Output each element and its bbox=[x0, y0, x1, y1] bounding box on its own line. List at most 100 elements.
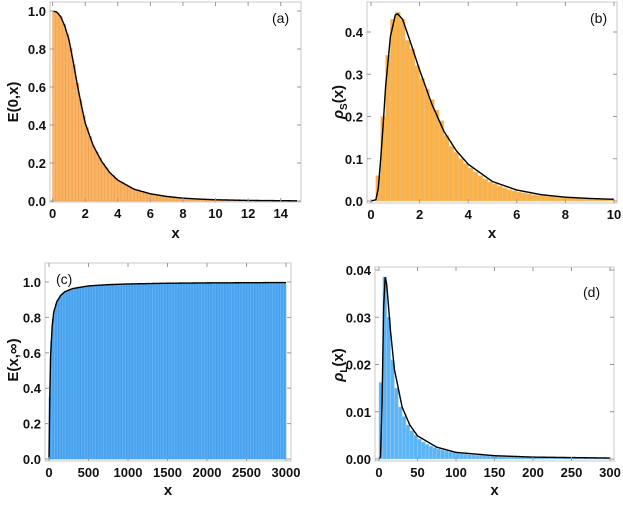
y-tick-label: 0.4 bbox=[345, 25, 364, 40]
histogram-bar bbox=[478, 176, 483, 201]
x-axis-label: x bbox=[171, 225, 180, 242]
histogram-bar bbox=[502, 457, 506, 459]
x-tick-label: 0 bbox=[375, 465, 382, 480]
histogram-bar bbox=[62, 24, 65, 201]
histogram-bar bbox=[452, 452, 456, 459]
y-axis-label: E(x,∞) bbox=[5, 338, 22, 381]
histogram-bar bbox=[433, 448, 437, 459]
histogram-bar bbox=[154, 195, 157, 201]
y-axis-label: E(0,x) bbox=[5, 82, 22, 123]
x-tick-label: 2500 bbox=[232, 465, 261, 480]
histogram-bar bbox=[137, 191, 140, 201]
histogram-bar bbox=[437, 449, 441, 459]
y-tick-label: 0.01 bbox=[346, 405, 371, 420]
y-tick-label: 1.0 bbox=[28, 4, 46, 19]
y-tick-label: 0.8 bbox=[23, 310, 41, 325]
histogram-bar bbox=[570, 198, 575, 201]
histogram-bar bbox=[141, 192, 144, 202]
histogram-bar bbox=[425, 444, 429, 459]
histogram-bar bbox=[479, 455, 483, 459]
histogram-bar bbox=[441, 450, 445, 459]
x-tick-label: 0 bbox=[367, 207, 374, 222]
histogram-bar bbox=[98, 158, 101, 201]
histogram-bar bbox=[111, 176, 114, 201]
y-tick-label: 0.2 bbox=[345, 110, 363, 125]
y-tick-label: 0.00 bbox=[346, 452, 371, 467]
histogram-bar bbox=[517, 192, 522, 201]
histogram-bar bbox=[546, 196, 551, 201]
histogram-bar bbox=[429, 446, 433, 459]
y-tick-label: 0.4 bbox=[23, 381, 42, 396]
histogram-bar bbox=[514, 457, 518, 459]
histogram-bar bbox=[79, 100, 82, 201]
histogram-bar bbox=[400, 19, 405, 201]
histogram-bar bbox=[491, 456, 495, 459]
x-tick-label: 6 bbox=[147, 206, 154, 221]
x-tick-label: 0 bbox=[45, 465, 52, 480]
histogram-bar bbox=[483, 456, 487, 459]
histogram-bar bbox=[456, 453, 460, 459]
x-tick-label: 1000 bbox=[114, 465, 143, 480]
histogram-bar bbox=[464, 454, 468, 459]
histogram-bar bbox=[444, 136, 449, 201]
histogram-bar bbox=[406, 425, 410, 459]
panel-label: (c) bbox=[56, 271, 72, 287]
x-tick-label: 1500 bbox=[153, 465, 182, 480]
histogram-bar bbox=[108, 173, 111, 202]
histogram-bar bbox=[414, 435, 418, 459]
histogram-bar bbox=[85, 128, 88, 201]
y-tick-label: 1.0 bbox=[23, 275, 41, 290]
histogram-bar bbox=[444, 451, 448, 459]
histogram-bar bbox=[468, 168, 473, 201]
histogram-bar bbox=[487, 456, 491, 459]
histogram-bar bbox=[541, 196, 546, 201]
histogram-bar bbox=[391, 360, 395, 459]
histogram-bar bbox=[424, 89, 429, 201]
histogram-bar bbox=[387, 317, 391, 459]
x-tick-label: 10 bbox=[208, 206, 222, 221]
histogram-bar bbox=[483, 179, 488, 201]
x-tick-label: 14 bbox=[273, 206, 288, 221]
histogram-bar bbox=[512, 191, 517, 201]
histogram-bar bbox=[454, 152, 459, 201]
panel-label: (d) bbox=[583, 284, 600, 300]
histogram-bar bbox=[415, 66, 420, 201]
histogram-bar bbox=[394, 388, 398, 459]
histogram-bar bbox=[101, 163, 104, 201]
histogram-bar bbox=[69, 48, 72, 201]
x-tick-label: 4 bbox=[114, 206, 122, 221]
y-tick-label: 0.6 bbox=[23, 346, 41, 361]
histogram-bar bbox=[131, 188, 134, 201]
y-tick-label: 0.04 bbox=[346, 263, 372, 278]
y-tick-label: 0.4 bbox=[28, 118, 47, 133]
x-tick-label: 100 bbox=[445, 465, 467, 480]
histogram-bar bbox=[497, 186, 502, 201]
histogram-bar bbox=[471, 455, 475, 459]
x-tick-label: 10 bbox=[607, 207, 621, 222]
histogram-bar bbox=[536, 196, 541, 201]
histogram-bar bbox=[506, 457, 510, 459]
histogram-bar bbox=[121, 183, 124, 201]
x-tick-label: 3000 bbox=[272, 465, 301, 480]
x-tick-label: 50 bbox=[410, 465, 424, 480]
histogram-bar bbox=[518, 457, 522, 459]
histogram-bar bbox=[59, 17, 62, 201]
histogram-bar bbox=[284, 283, 286, 459]
histogram-bar bbox=[398, 407, 402, 459]
y-tick-label: 0.1 bbox=[345, 152, 363, 167]
x-axis-label: x bbox=[164, 482, 173, 499]
y-tick-label: 0.0 bbox=[23, 452, 41, 467]
histogram-bar bbox=[527, 194, 532, 201]
histogram-bar bbox=[458, 159, 463, 201]
histogram-bar bbox=[434, 110, 439, 201]
x-tick-label: 12 bbox=[241, 206, 255, 221]
histogram-bar bbox=[144, 192, 147, 201]
histogram-bar bbox=[561, 198, 566, 201]
x-tick-label: 2000 bbox=[193, 465, 222, 480]
histogram-bar bbox=[402, 416, 406, 459]
y-tick-label: 0.0 bbox=[345, 194, 363, 209]
